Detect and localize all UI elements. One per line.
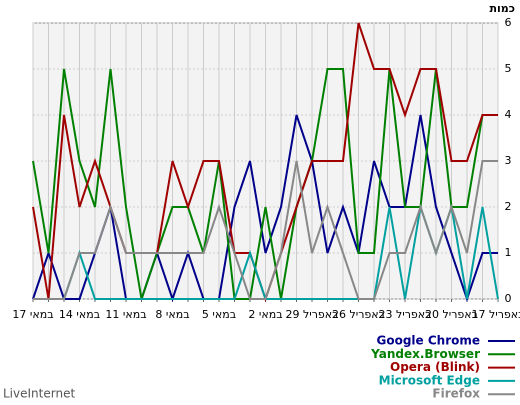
x-tick-label: 23 באפריל <box>378 308 431 321</box>
x-tick-label: 11 במאי <box>105 308 146 321</box>
legend-label: Yandex.Browser <box>370 347 480 361</box>
y-axis-label: כמות <box>490 2 515 15</box>
x-tick-label: 8 במאי <box>155 308 189 321</box>
y-tick-label: 4 <box>505 108 512 121</box>
x-tick-label: 5 במאי <box>202 308 236 321</box>
y-tick-label: 1 <box>505 246 512 259</box>
y-tick-label: 2 <box>505 200 512 213</box>
legend-label: Microsoft Edge <box>379 373 480 387</box>
legend-label: Firefox <box>432 387 480 401</box>
legend-label: Google Chrome <box>376 334 480 348</box>
x-tick-label: 2 במאי <box>248 308 282 321</box>
y-tick-label: 5 <box>505 62 512 75</box>
legend-label: Opera (Blink) <box>390 360 480 374</box>
x-tick-label: 14 במאי <box>59 308 100 321</box>
x-tick-label: 29 באפריל <box>285 308 338 321</box>
series-line <box>33 160 498 300</box>
source: LiveInternet <box>3 387 75 401</box>
x-tick-label: 17 במאי <box>12 308 53 321</box>
x-tick-label: 20 באפריל <box>425 308 478 321</box>
x-tick-label: 26 באפריל <box>332 308 385 321</box>
y-tick-label: 6 <box>505 16 512 29</box>
x-tick-label: 17 באפריל <box>471 308 520 321</box>
y-tick-label: 3 <box>505 154 512 167</box>
y-tick-label: 0 <box>505 292 512 305</box>
